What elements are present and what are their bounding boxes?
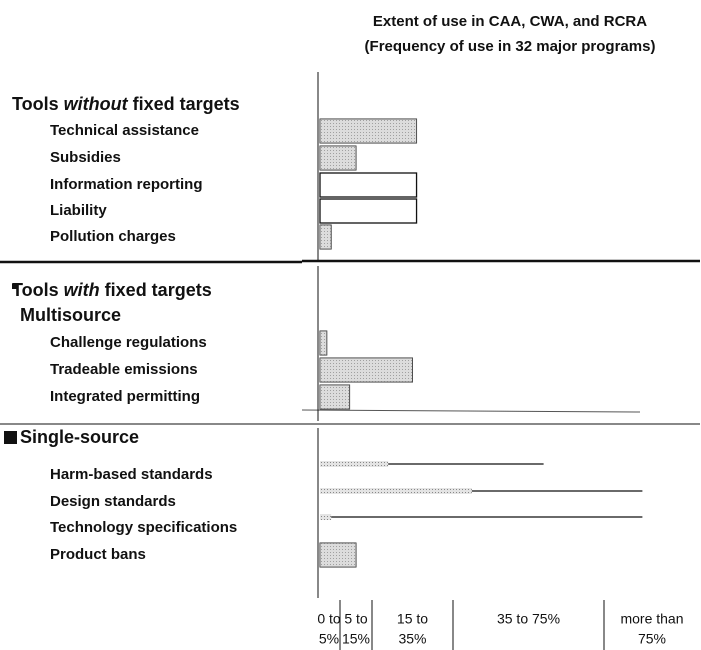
heading-part: fixed targets bbox=[100, 280, 212, 300]
category-label: Subsidies bbox=[50, 149, 121, 166]
bullet bbox=[12, 284, 17, 289]
separator bbox=[301, 409, 641, 413]
heading-part: Tools bbox=[12, 94, 64, 114]
bar bbox=[320, 488, 472, 494]
bar bbox=[320, 461, 389, 467]
category-label: Information reporting bbox=[50, 176, 203, 193]
bar bbox=[319, 145, 357, 171]
category-label: Harm-based standards bbox=[50, 466, 213, 483]
x-bin-label: 15 to bbox=[397, 611, 428, 627]
category-label: Challenge regulations bbox=[50, 334, 207, 351]
bar bbox=[319, 357, 413, 383]
category-label: Technical assistance bbox=[50, 122, 199, 139]
subheading: Multisource bbox=[20, 305, 121, 325]
heading-part: with bbox=[64, 280, 100, 300]
bullet bbox=[4, 431, 17, 444]
bar-tint bbox=[320, 119, 417, 143]
bar bbox=[319, 118, 418, 144]
bar bbox=[319, 330, 328, 356]
chart-subtitle: (Frequency of use in 32 major programs) bbox=[365, 38, 656, 55]
x-bin-label: 0 to bbox=[317, 611, 341, 627]
bar-tint bbox=[320, 358, 413, 382]
bar bbox=[319, 224, 332, 250]
x-bin-label: 35% bbox=[398, 631, 426, 647]
x-bin-label: more than bbox=[620, 611, 683, 627]
bar-tint bbox=[320, 225, 332, 249]
heading-part: without bbox=[64, 94, 129, 114]
x-bin-label: 75% bbox=[638, 631, 666, 647]
bar bbox=[320, 514, 332, 520]
category-label: Liability bbox=[50, 202, 107, 219]
bar bbox=[319, 172, 418, 198]
bar-tint bbox=[320, 146, 356, 170]
section-heading: Tools without fixed targets bbox=[12, 94, 240, 114]
category-label: Product bans bbox=[50, 546, 146, 563]
category-label: Pollution charges bbox=[50, 228, 176, 245]
bar bbox=[319, 384, 351, 410]
category-label: Integrated permitting bbox=[50, 388, 200, 405]
bar-tint bbox=[320, 385, 350, 409]
x-bin-label: 35 to 75% bbox=[497, 611, 560, 627]
x-bin-label: 5 to bbox=[344, 611, 368, 627]
heading-part: Tools bbox=[12, 280, 64, 300]
chart-title: Extent of use in CAA, CWA, and RCRA bbox=[373, 13, 647, 30]
category-label: Technology specifications bbox=[50, 519, 237, 536]
bar-tint bbox=[320, 543, 356, 567]
category-label: Tradeable emissions bbox=[50, 361, 198, 378]
x-bin-label: 15% bbox=[342, 631, 370, 647]
bar bbox=[319, 542, 357, 568]
category-label: Design standards bbox=[50, 493, 176, 510]
bar-tint bbox=[320, 331, 327, 355]
heading-part: fixed targets bbox=[128, 94, 240, 114]
x-bin-label: 5% bbox=[319, 631, 339, 647]
subheading: Single-source bbox=[20, 427, 139, 447]
bar bbox=[319, 198, 418, 224]
section-heading: Tools with fixed targets bbox=[12, 280, 212, 300]
